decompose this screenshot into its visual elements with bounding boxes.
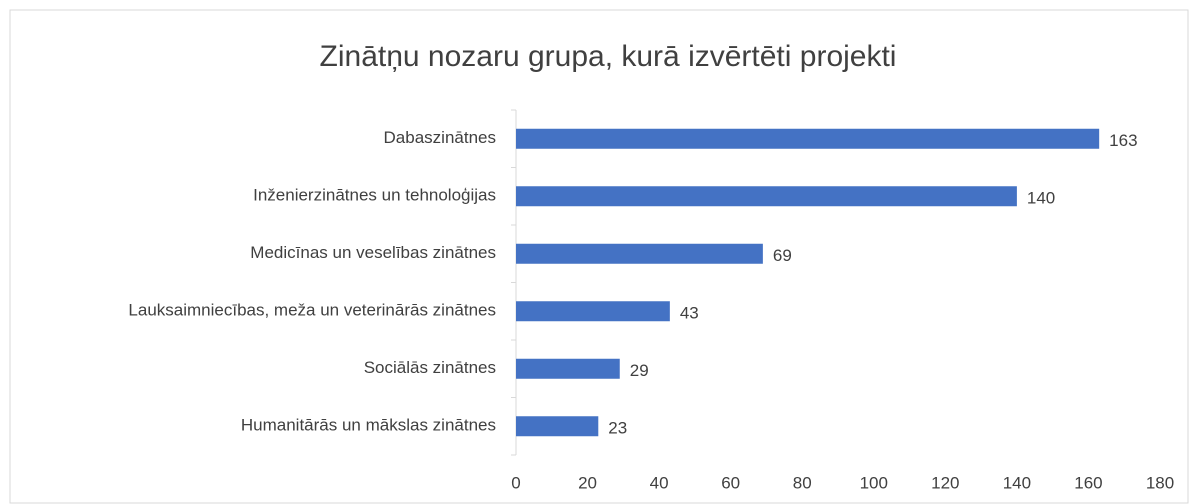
bar [516, 243, 763, 264]
y-tick-label: Lauksaimniecības, meža un veterinārās zi… [128, 301, 496, 320]
value-label: 23 [608, 419, 627, 438]
x-tick-label: 60 [721, 473, 740, 492]
x-tick-label: 120 [931, 473, 959, 492]
bar [516, 416, 599, 437]
value-label: 69 [773, 246, 792, 265]
y-tick-label: Medicīnas un veselības zinātnes [250, 243, 496, 262]
x-tick-label: 180 [1146, 473, 1174, 492]
x-tick-label: 80 [793, 473, 812, 492]
x-tick-label: 160 [1074, 473, 1102, 492]
chart-title: Zinātņu nozaru grupa, kurā izvērtēti pro… [320, 40, 897, 73]
x-tick-label: 140 [1003, 473, 1031, 492]
bar [516, 301, 670, 322]
y-tick-label: Sociālās zinātnes [364, 358, 496, 377]
y-tick-label: Humanitārās un mākslas zinātnes [241, 416, 496, 435]
value-label: 163 [1109, 131, 1137, 150]
y-tick-label: Inženierzinātnes un tehnoloģijas [253, 186, 496, 205]
x-tick-label: 20 [578, 473, 597, 492]
bar [516, 358, 620, 379]
bar [516, 186, 1017, 207]
x-tick-label: 0 [511, 473, 520, 492]
value-label: 140 [1027, 189, 1055, 208]
y-tick-label: Dabaszinātnes [384, 128, 496, 147]
value-label: 43 [680, 304, 699, 323]
x-tick-label: 100 [860, 473, 888, 492]
value-label: 29 [630, 361, 649, 380]
x-tick-label: 40 [650, 473, 669, 492]
bar [516, 128, 1100, 149]
